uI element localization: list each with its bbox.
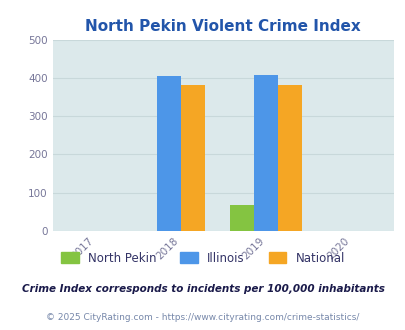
Bar <box>277 85 301 231</box>
Text: © 2025 CityRating.com - https://www.cityrating.com/crime-statistics/: © 2025 CityRating.com - https://www.city… <box>46 313 359 322</box>
Bar <box>230 205 254 231</box>
Legend: North Pekin, Illinois, National: North Pekin, Illinois, National <box>56 247 349 269</box>
Bar <box>180 85 204 231</box>
Bar <box>156 76 180 231</box>
Text: Crime Index corresponds to incidents per 100,000 inhabitants: Crime Index corresponds to incidents per… <box>21 284 384 294</box>
Bar <box>254 75 277 231</box>
Title: North Pekin Violent Crime Index: North Pekin Violent Crime Index <box>85 19 360 34</box>
